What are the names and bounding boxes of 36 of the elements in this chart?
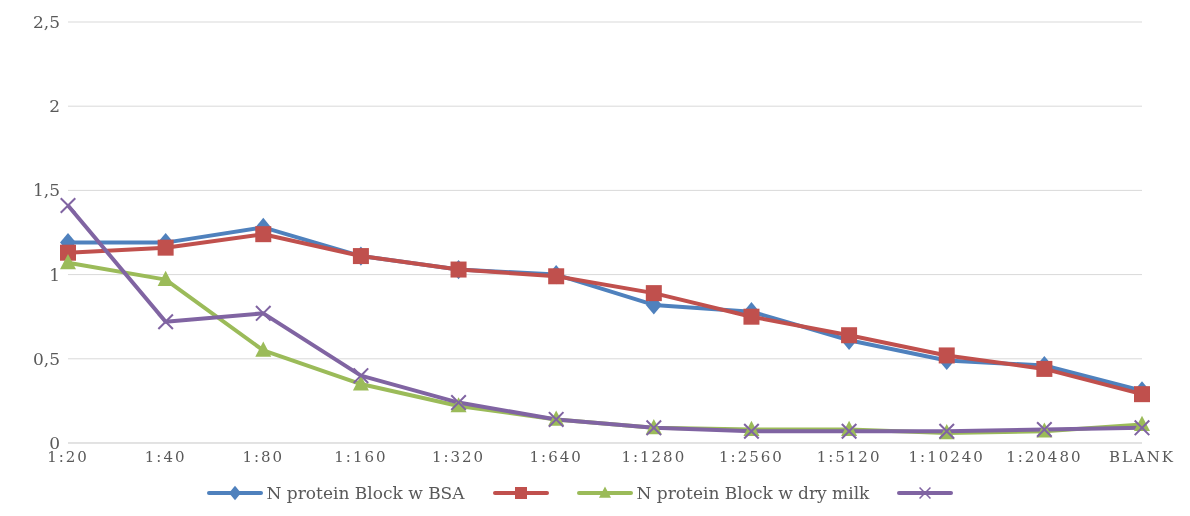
- point: [841, 327, 858, 344]
- x-tick-label: 1:160: [334, 447, 388, 466]
- point: [1134, 386, 1150, 403]
- point: [157, 270, 174, 287]
- x-tick-label: 1:10240: [908, 447, 985, 466]
- x-tick-label: 1:320: [431, 447, 486, 466]
- x-tick-label: 1:1280: [621, 447, 687, 466]
- x-tick-label: 1:640: [529, 447, 583, 466]
- y-tick-label: 2: [49, 96, 60, 117]
- point: [938, 347, 955, 364]
- y-tick-label: 1,5: [32, 180, 60, 201]
- point: [157, 313, 174, 330]
- x-tick-label: 1:40: [144, 447, 187, 466]
- x-tick-label: 1:20480: [1006, 447, 1083, 466]
- x-tick-label: 1:5120: [816, 447, 882, 466]
- point: [1036, 360, 1053, 377]
- x-tick-label: 1:2560: [719, 447, 784, 466]
- legend-label: N protein Block w BSA: [266, 483, 465, 503]
- x-tick-label: BLANK: [1108, 447, 1176, 466]
- point: [1134, 419, 1150, 436]
- y-tick-label: 0,5: [32, 348, 60, 369]
- point: [157, 239, 174, 256]
- point: [255, 341, 272, 357]
- point: [255, 226, 272, 243]
- point: [352, 375, 369, 391]
- point: [841, 423, 858, 440]
- point: [743, 423, 760, 440]
- point: [645, 285, 662, 302]
- point: [743, 308, 760, 325]
- y-tick-label: 2,5: [32, 12, 60, 33]
- legend-label: N protein Block w dry milk: [636, 483, 870, 503]
- point: [255, 305, 272, 322]
- y-tick-label: 1: [49, 264, 60, 285]
- point: [60, 254, 76, 270]
- x-tick-label: 1:80: [242, 447, 285, 466]
- point: [60, 244, 76, 261]
